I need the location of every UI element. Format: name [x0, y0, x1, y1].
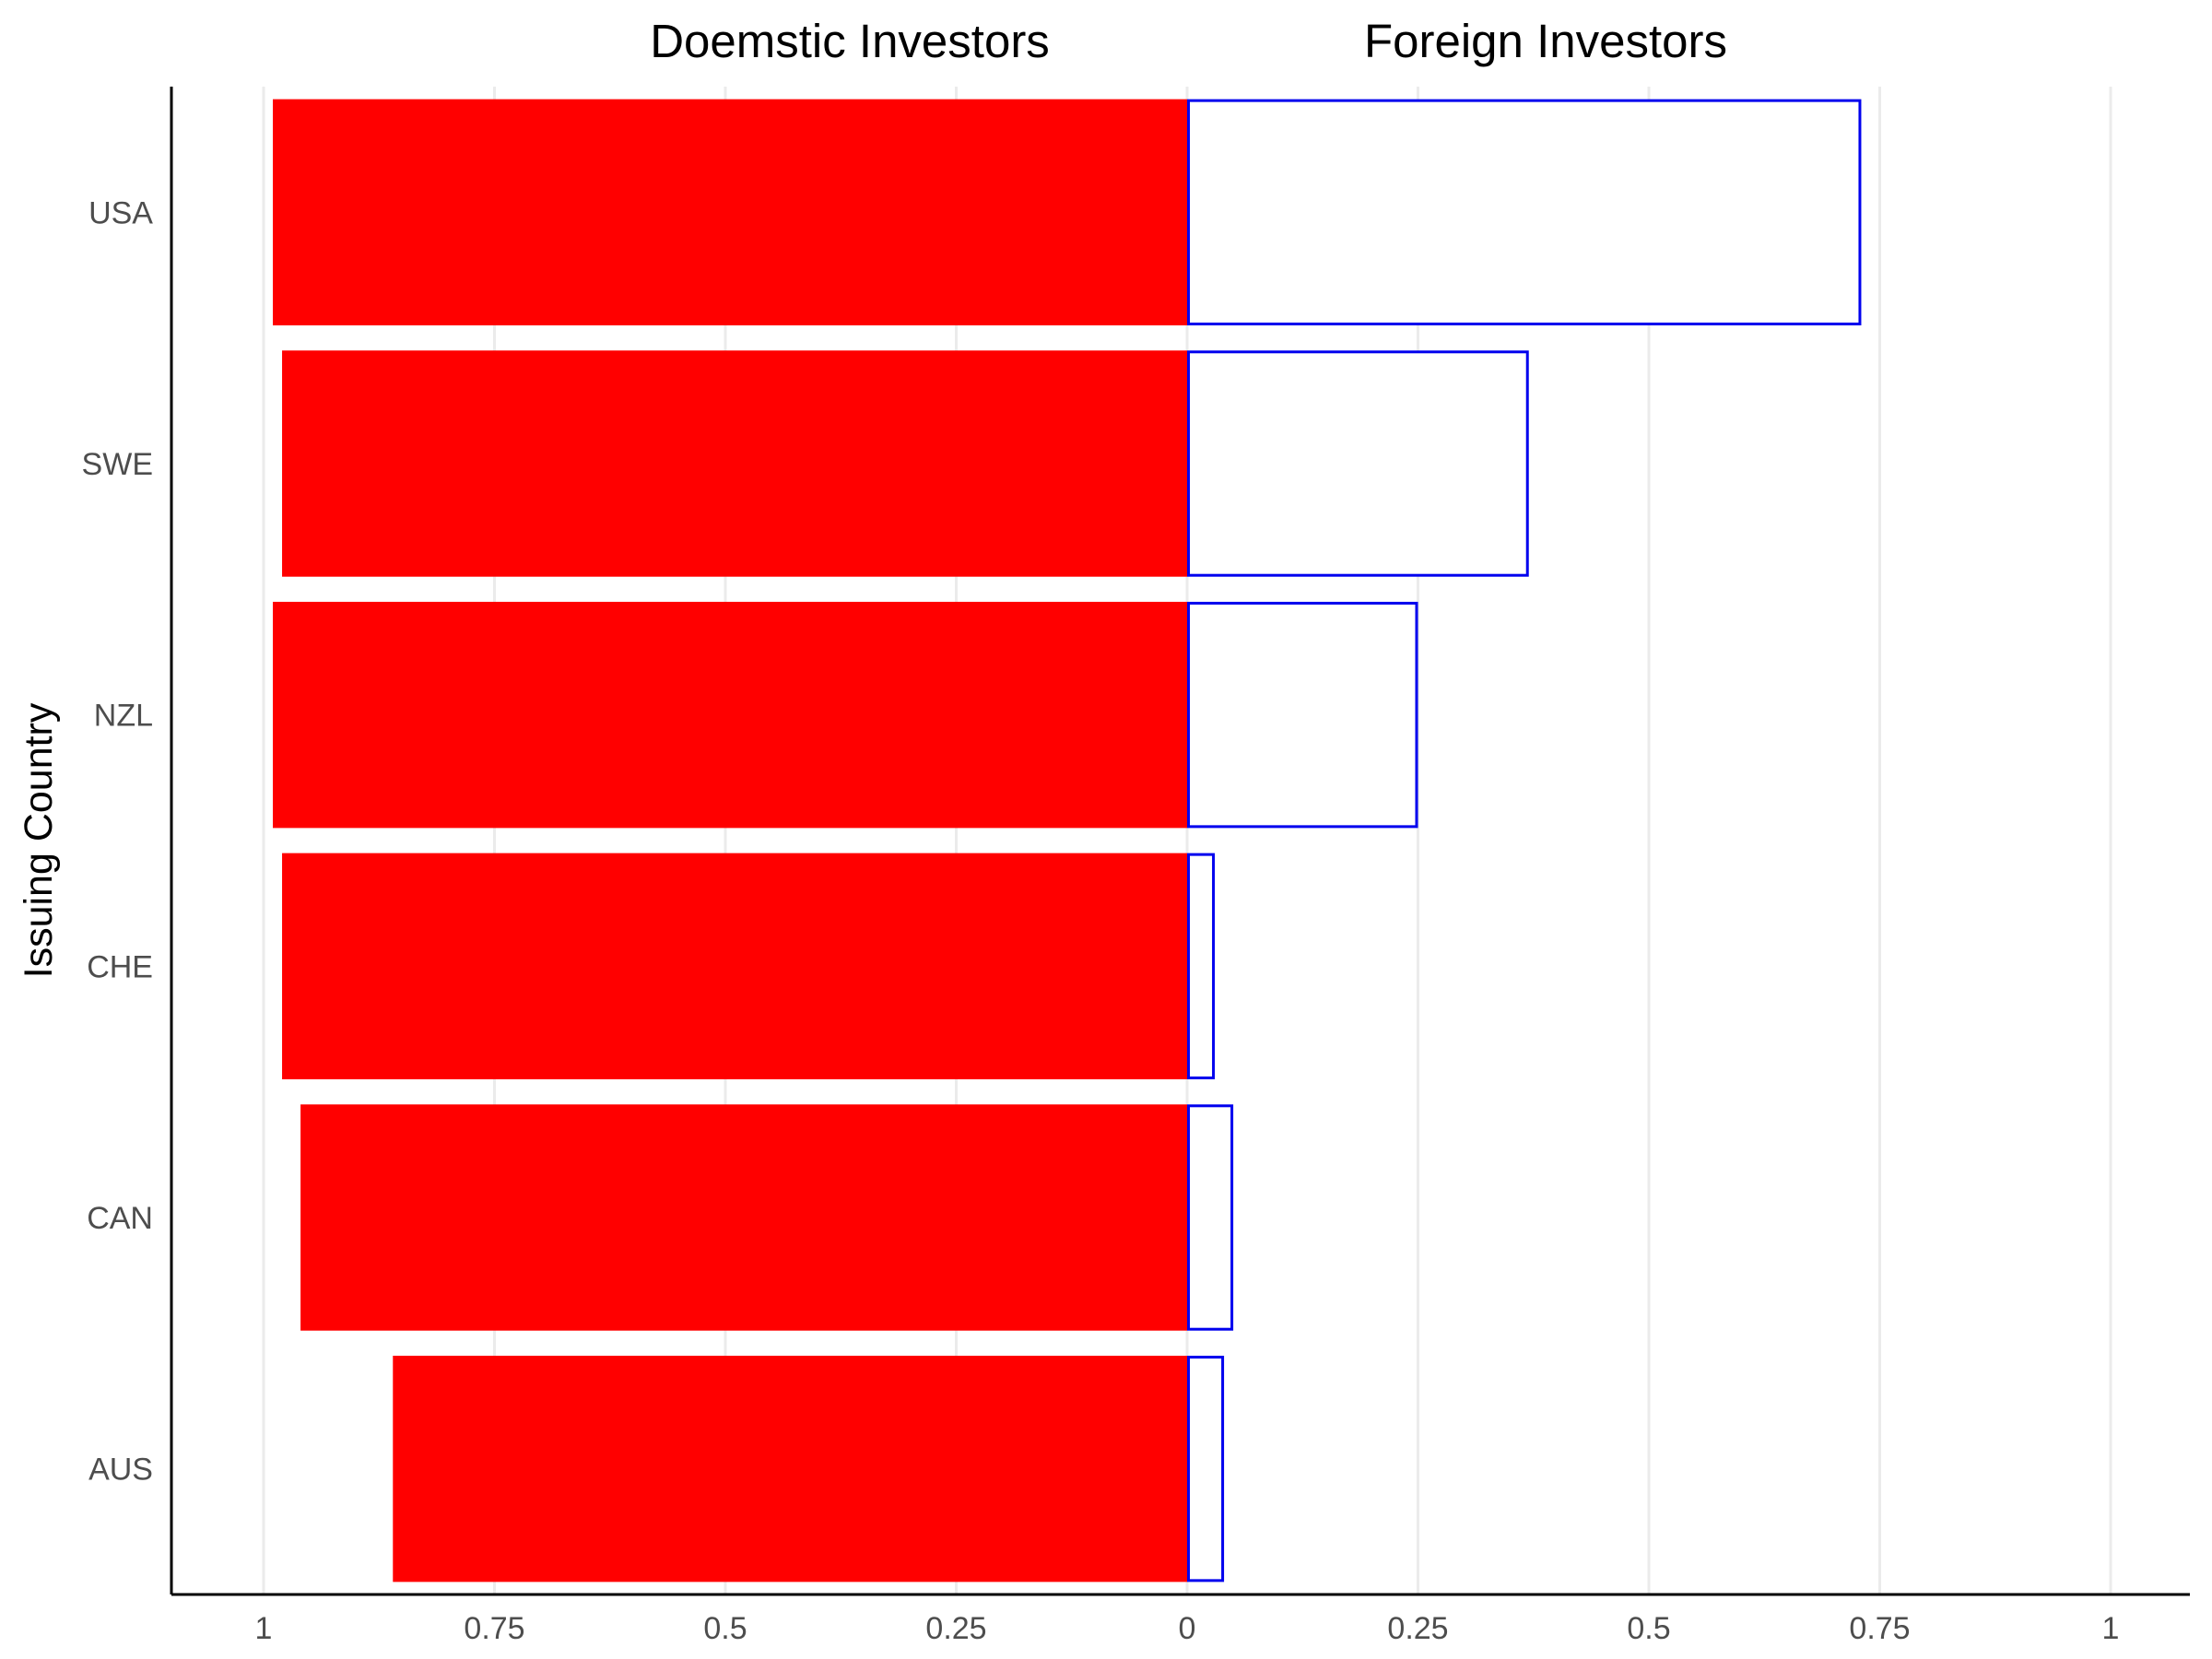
x-tick-label-7: 0.75: [1849, 1611, 1910, 1646]
y-tick-label-can: CAN: [87, 1201, 153, 1236]
domestic-bar-usa: [273, 99, 1187, 326]
domestic-bar-can: [300, 1104, 1188, 1331]
foreign-bar-aus: [1187, 1355, 1225, 1583]
y-tick-label-usa: USA: [88, 195, 153, 230]
foreign-bar-nzl: [1187, 601, 1418, 829]
y-axis-title: Issuing Country: [17, 702, 61, 978]
domestic-bar-aus: [393, 1355, 1187, 1583]
x-tick-label-8: 1: [2102, 1611, 2120, 1646]
domestic-bar-che: [282, 853, 1187, 1080]
x-tick-label-6: 0.5: [1627, 1611, 1670, 1646]
y-tick-label-che: CHE: [87, 949, 153, 984]
x-tick-labels: 1 0.75 0.5 0.25 0 0.25 0.5 0.75 1: [255, 1611, 2120, 1646]
x-tick-label-0: 1: [255, 1611, 273, 1646]
y-tick-labels: USA SWE NZL CHE CAN AUS: [82, 195, 154, 1487]
right-section-title: Foreign Investors: [1364, 15, 1727, 67]
x-tick-label-3: 0.25: [925, 1611, 986, 1646]
x-tick-label-1: 0.75: [464, 1611, 524, 1646]
x-tick-label-2: 0.5: [703, 1611, 747, 1646]
bars: [273, 99, 1862, 1583]
foreign-bar-can: [1187, 1104, 1234, 1331]
x-tick-label-4: 0: [1179, 1611, 1196, 1646]
grid-lines: [262, 87, 2112, 1594]
y-tick-label-nzl: NZL: [94, 699, 153, 734]
domestic-bar-swe: [282, 350, 1187, 577]
y-tick-label-aus: AUS: [88, 1453, 153, 1488]
left-section-title: Doemstic Investors: [650, 15, 1050, 67]
y-tick-label-swe: SWE: [82, 447, 153, 482]
domestic-bar-nzl: [273, 601, 1187, 829]
foreign-bar-che: [1187, 853, 1216, 1080]
x-tick-label-5: 0.25: [1387, 1611, 1448, 1646]
axes: [170, 87, 2190, 1596]
foreign-bar-swe: [1187, 350, 1529, 577]
foreign-bar-usa: [1187, 99, 1862, 326]
